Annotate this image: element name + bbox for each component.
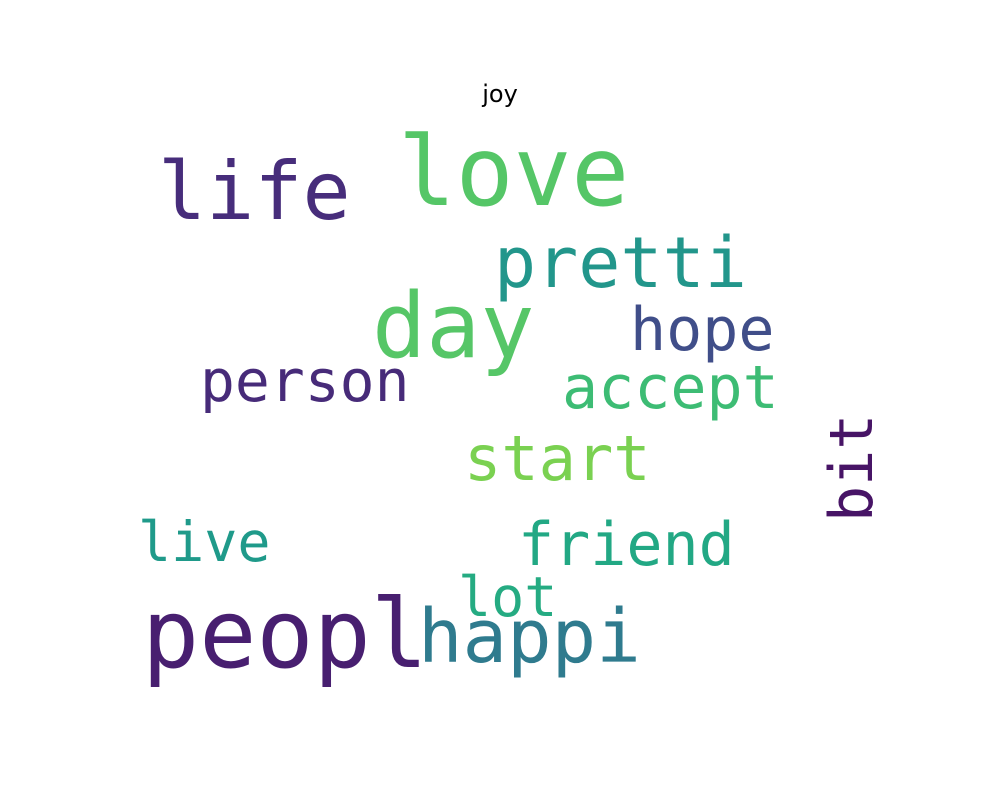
word-day: day bbox=[372, 274, 535, 379]
word-bit: bit bbox=[817, 413, 887, 522]
word-life: life bbox=[158, 145, 351, 238]
word-live: live bbox=[138, 510, 271, 574]
word-friend: friend bbox=[518, 510, 735, 580]
word-pretti: pretti bbox=[494, 222, 747, 304]
word-cloud-title: joy bbox=[482, 80, 518, 108]
word-lot: lot bbox=[458, 565, 558, 629]
word-peopl: peopl bbox=[142, 580, 428, 690]
word-happi: happi bbox=[418, 594, 641, 680]
word-love: love bbox=[398, 116, 630, 228]
word-start: start bbox=[464, 422, 651, 495]
word-hope: hope bbox=[630, 295, 775, 365]
word-accept: accept bbox=[562, 353, 779, 423]
word-person: person bbox=[200, 347, 410, 415]
